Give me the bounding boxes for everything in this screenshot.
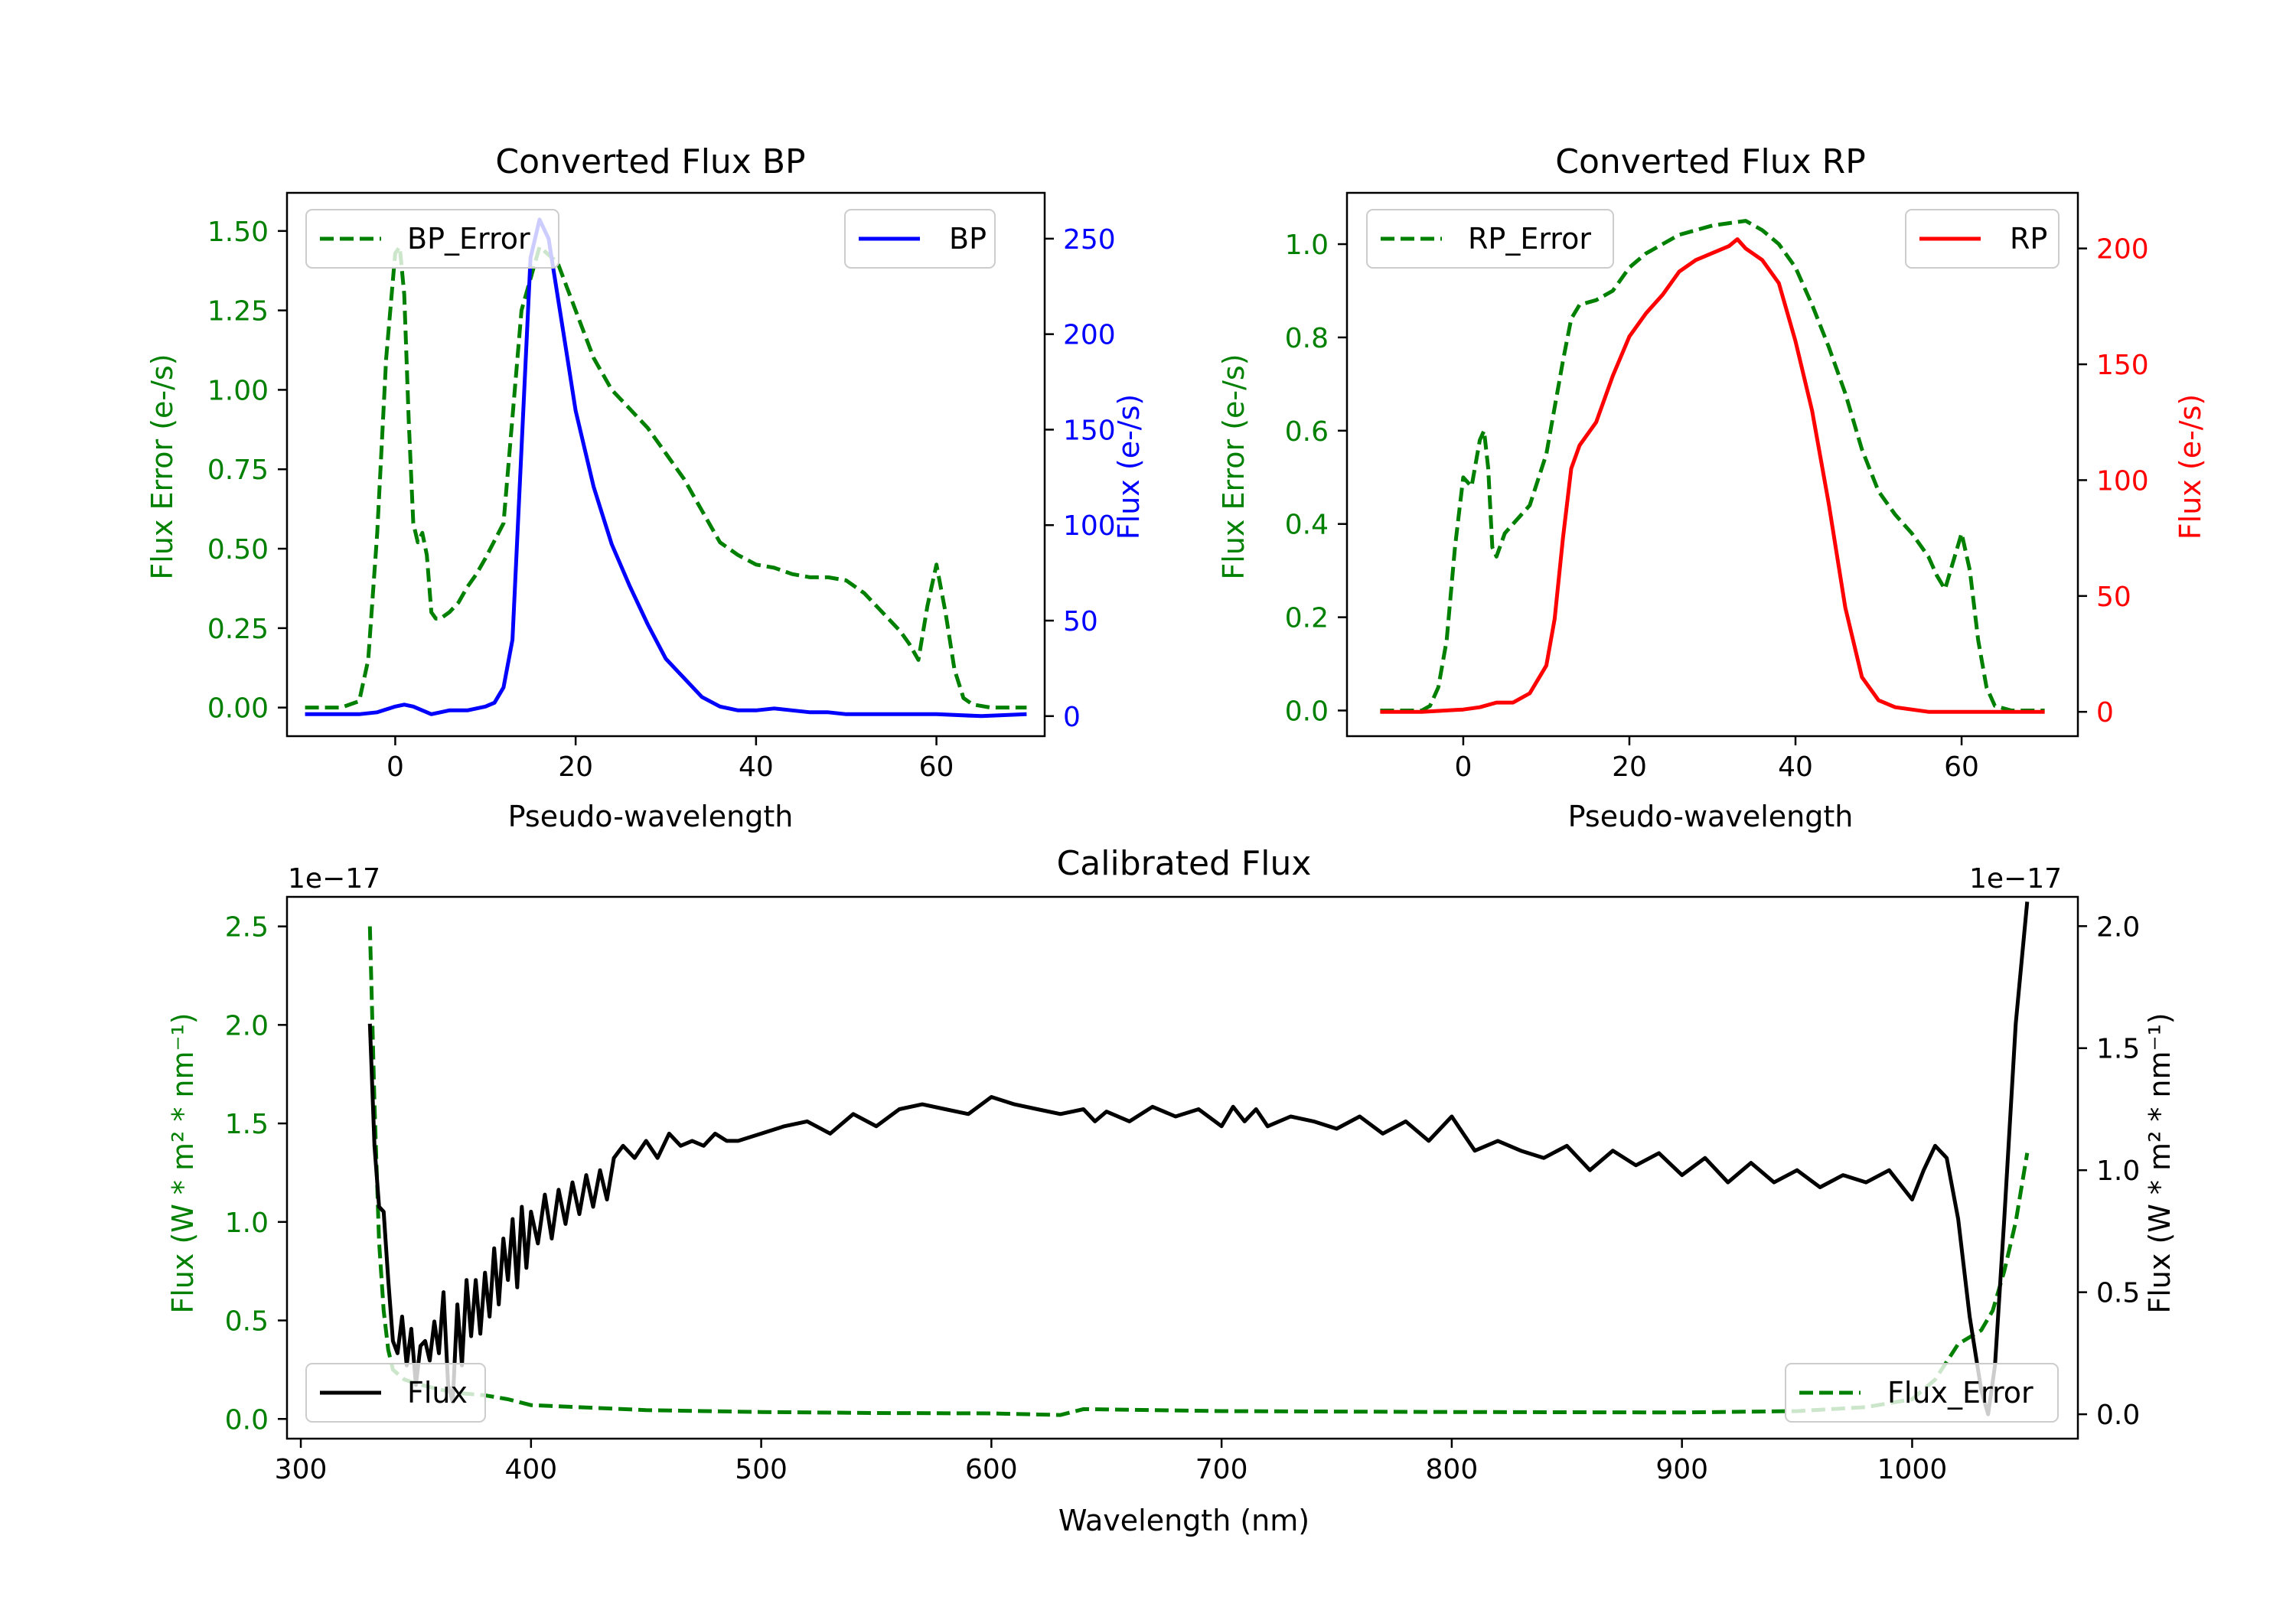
rp-left-tick-label: 1.0	[1285, 230, 1329, 261]
cal-x-tick-label: 300	[275, 1454, 328, 1485]
calibrated-legend-left-box	[305, 1363, 486, 1423]
calibrated-legend-error-label: Flux_Error	[1887, 1376, 2033, 1410]
cal-left-tick-label: 2.0	[225, 1010, 269, 1041]
cal-x-tick-label: 400	[504, 1454, 557, 1485]
rp-left-tick-label: 0.2	[1285, 603, 1329, 634]
bp-right-axis-label: Flux (e-/s)	[1112, 394, 1146, 539]
cal-right-tick-label: 0.0	[2096, 1400, 2140, 1431]
cal-x-tick-label: 900	[1655, 1454, 1708, 1485]
calibrated-plot-area: 300 400 500 600 700 800 900 1000 0.0 0.5 1.0 1.5 2.0…	[225, 895, 2140, 1485]
bp-legend-flux-label: BP	[949, 222, 987, 256]
panel-calibrated: Calibrated Flux Wavelength (nm) Flux (W …	[166, 844, 2177, 1537]
bp-right-tick-label: 0	[1063, 702, 1081, 733]
bp-legend-right: BP	[844, 209, 996, 269]
cal-right-tick-label: 1.5	[2096, 1034, 2140, 1065]
rp-title: Converted Flux RP	[1555, 142, 1866, 181]
rp-left-axis-label: Flux Error (e-/s)	[1217, 354, 1251, 579]
rp-plot-area: 0 20 40 60 0.0 0.2 0.4 0.6 0.8 1.0 0 50 100 150 200	[1285, 191, 2149, 783]
cal-left-tick-label: 2.5	[225, 912, 269, 944]
bp-left-tick-label: 1.50	[207, 217, 269, 248]
rp-x-axis-label: Pseudo-wavelength	[1568, 800, 1854, 833]
rp-legend-right-box	[1905, 209, 2060, 269]
rp-legend-left: RP_Error	[1366, 209, 1614, 269]
bp-title: Converted Flux BP	[495, 142, 805, 181]
bp-left-tick-label: 1.25	[207, 296, 269, 328]
bp-series-bp-error	[305, 245, 1027, 710]
rp-left-tick-label: 0.0	[1285, 696, 1329, 727]
cal-left-tick-label: 0.5	[225, 1306, 269, 1338]
bp-right-tick-label: 50	[1063, 606, 1098, 637]
bp-x-tick-label: 20	[558, 751, 593, 783]
bp-legend-error-label: BP_Error	[407, 222, 530, 256]
cal-right-tick-label: 1.0	[2096, 1156, 2140, 1187]
rp-series-rp-error	[1380, 219, 2045, 712]
rp-legend-right: RP	[1905, 209, 2060, 269]
bp-left-axis-label: Flux Error (e-/s)	[145, 354, 179, 579]
rp-legend-error-label: RP_Error	[1468, 222, 1591, 256]
bp-left-tick-label: 1.00	[207, 375, 269, 406]
rp-legend-flux-label: RP	[2010, 222, 2047, 256]
rp-right-tick-label: 100	[2096, 465, 2149, 497]
rp-x-tick-label: 40	[1778, 751, 1813, 783]
rp-legend-left-box	[1366, 209, 1614, 269]
bp-left-tick-label: 0.50	[207, 534, 269, 566]
bp-right-tick-label: 100	[1063, 510, 1116, 542]
rp-series-rp	[1380, 237, 2045, 714]
cal-x-tick-label: 500	[735, 1454, 788, 1485]
cal-right-tick-label: 2.0	[2096, 911, 2140, 943]
bp-left-tick-label: 0.00	[207, 693, 269, 725]
bp-left-tick-label: 0.25	[207, 614, 269, 645]
rp-right-tick-label: 150	[2096, 350, 2149, 381]
cal-x-tick-label: 700	[1195, 1454, 1248, 1485]
rp-right-tick-label: 0	[2096, 697, 2114, 729]
rp-left-tick-label: 0.4	[1285, 510, 1329, 541]
cal-x-tick-label: 800	[1426, 1454, 1479, 1485]
cal-x-tick-label: 600	[965, 1454, 1018, 1485]
panel-bp: Converted Flux BP Pseudo-wavelength Flux…	[145, 142, 1146, 833]
bp-x-tick-label: 40	[739, 751, 774, 783]
bp-x-tick-label: 0	[386, 751, 404, 783]
rp-left-tick-label: 0.6	[1285, 416, 1329, 448]
bp-right-tick-label: 250	[1063, 224, 1116, 256]
calibrated-right-axis-label: Flux (W * m² * nm⁻¹)	[2143, 1012, 2177, 1313]
calibrated-right-offset-label: 1e−17	[1969, 863, 2062, 895]
calibrated-left-axis-label: Flux (W * m² * nm⁻¹)	[166, 1012, 200, 1313]
rp-right-axis-label: Flux (e-/s)	[2174, 394, 2207, 539]
cal-series-flux	[367, 901, 2030, 1416]
rp-left-tick-label: 0.8	[1285, 323, 1329, 354]
calibrated-title: Calibrated Flux	[1057, 844, 1312, 883]
bp-legend-left-box	[305, 209, 559, 269]
bp-series-bp	[305, 217, 1027, 719]
bp-left-tick-label: 0.75	[207, 455, 269, 486]
cal-x-tick-label: 1000	[1877, 1454, 1948, 1485]
bp-axes-frame	[285, 191, 1046, 738]
calibrated-legend-right: Flux_Error	[1785, 1363, 2059, 1423]
rp-right-tick-label: 200	[2096, 234, 2149, 266]
calibrated-legend-left: Flux	[305, 1363, 486, 1423]
rp-x-tick-label: 0	[1454, 751, 1472, 783]
calibrated-legend-right-box	[1785, 1363, 2059, 1423]
cal-left-tick-label: 1.0	[225, 1208, 269, 1239]
bp-x-axis-label: Pseudo-wavelength	[508, 800, 794, 833]
bp-legend-left: BP_Error	[305, 209, 559, 269]
bp-x-tick-label: 60	[919, 751, 954, 783]
bp-right-tick-label: 200	[1063, 320, 1116, 351]
panel-rp: Converted Flux RP Pseudo-wavelength Flux…	[1217, 142, 2207, 833]
calibrated-left-offset-label: 1e−17	[288, 863, 380, 895]
bp-right-tick-label: 150	[1063, 415, 1116, 446]
cal-left-tick-label: 0.0	[225, 1404, 269, 1436]
rp-axes-frame	[1345, 191, 2079, 738]
rp-right-tick-label: 50	[2096, 582, 2131, 613]
calibrated-legend-flux-label: Flux	[407, 1376, 468, 1410]
cal-right-tick-label: 0.5	[2096, 1278, 2140, 1309]
calibrated-x-axis-label: Wavelength (nm)	[1058, 1504, 1309, 1537]
rp-x-tick-label: 60	[1944, 751, 1979, 783]
cal-axes-frame	[285, 895, 2079, 1440]
cal-left-tick-label: 1.5	[225, 1109, 269, 1140]
bp-plot-area: 0 20 40 60 0.00 0.25 0.50 0.75 1.00 1.25 1.50 0 50 10…	[207, 191, 1116, 783]
rp-x-tick-label: 20	[1612, 751, 1647, 783]
